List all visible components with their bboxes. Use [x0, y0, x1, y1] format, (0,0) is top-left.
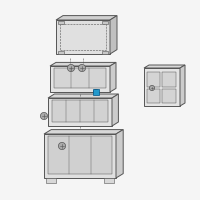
- Polygon shape: [110, 62, 116, 92]
- Polygon shape: [147, 89, 160, 103]
- Polygon shape: [102, 21, 108, 24]
- Polygon shape: [54, 68, 106, 88]
- Polygon shape: [102, 51, 108, 54]
- Circle shape: [58, 142, 66, 150]
- Polygon shape: [48, 94, 118, 98]
- Polygon shape: [162, 89, 176, 103]
- Polygon shape: [144, 68, 180, 106]
- Circle shape: [67, 64, 75, 72]
- Circle shape: [149, 85, 155, 91]
- Polygon shape: [116, 130, 123, 178]
- Polygon shape: [162, 72, 176, 87]
- Polygon shape: [180, 65, 185, 106]
- Polygon shape: [56, 20, 110, 54]
- Polygon shape: [58, 21, 64, 24]
- Polygon shape: [58, 51, 64, 54]
- Circle shape: [40, 112, 48, 120]
- Polygon shape: [110, 16, 117, 54]
- Polygon shape: [104, 178, 114, 183]
- Polygon shape: [46, 178, 56, 183]
- Polygon shape: [48, 136, 112, 174]
- Polygon shape: [147, 72, 160, 87]
- Polygon shape: [50, 62, 116, 66]
- Polygon shape: [144, 65, 185, 68]
- Circle shape: [78, 64, 86, 72]
- Polygon shape: [112, 94, 118, 126]
- Polygon shape: [44, 130, 123, 134]
- Polygon shape: [56, 16, 117, 20]
- Circle shape: [93, 89, 99, 95]
- Polygon shape: [52, 100, 108, 122]
- Polygon shape: [50, 66, 110, 92]
- Polygon shape: [93, 89, 99, 95]
- Polygon shape: [44, 134, 116, 178]
- Polygon shape: [48, 98, 112, 126]
